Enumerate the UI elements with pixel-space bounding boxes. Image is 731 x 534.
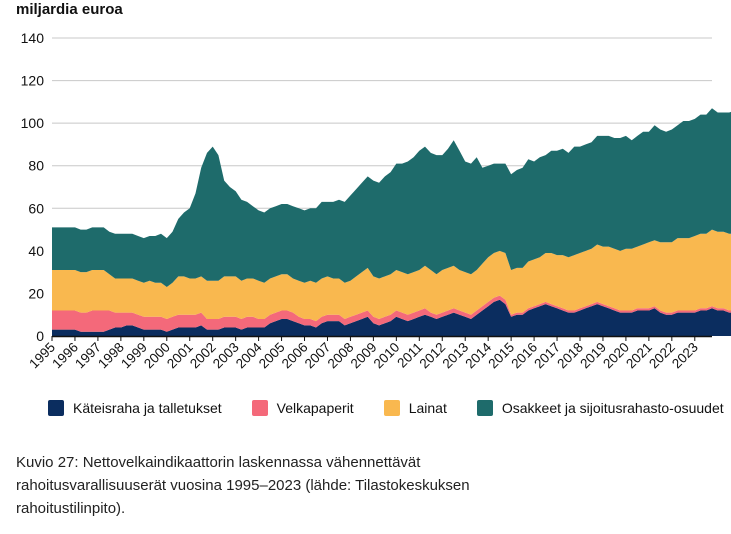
- legend-item-4: Osakkeet ja sijoitusrahasto-osuudet: [476, 400, 724, 416]
- legend-item-2: Velkapaperit: [251, 400, 354, 416]
- y-tick-label-80: 80: [28, 158, 44, 174]
- legend-item-1: Käteisraha ja talletukset: [48, 400, 222, 416]
- area-series-3: [52, 229, 731, 322]
- legend-swatch-2: [251, 400, 268, 416]
- legend-swatch-3: [383, 400, 400, 416]
- legend-label-4: Osakkeet ja sijoitusrahasto-osuudet: [501, 400, 724, 416]
- y-tick-label-60: 60: [28, 200, 44, 216]
- legend: Käteisraha ja talletukset Velkapaperit Lai…: [48, 400, 724, 416]
- caption-line-3: rahoitustilinpito).: [16, 500, 126, 517]
- y-tick-label-20: 20: [28, 285, 44, 301]
- y-tick-label-140: 140: [21, 30, 45, 46]
- legend-label-1: Käteisraha ja talletukset: [73, 400, 222, 416]
- y-tick-label-40: 40: [28, 243, 44, 259]
- x-tick-label-2023: 2023: [669, 340, 701, 372]
- stacked-area-chart: 0204060801001201401995199619971998199920…: [21, 30, 731, 372]
- figure-caption: Kuvio 27: Nettovelkaindikaattorin lasken…: [16, 451, 576, 520]
- caption-line-2: rahoitusvarallisuuserät vuosina 1995–202…: [16, 477, 470, 494]
- legend-swatch-4: [476, 400, 493, 416]
- area-series-4: [52, 108, 731, 287]
- legend-item-3: Lainat: [383, 400, 447, 416]
- caption-line-1: Kuvio 27: Nettovelkaindikaattorin lasken…: [16, 454, 421, 471]
- y-tick-label-100: 100: [21, 115, 45, 131]
- legend-label-3: Lainat: [408, 400, 447, 416]
- area-series-1: [52, 299, 731, 336]
- y-axis-label: miljardia euroa: [16, 1, 123, 18]
- y-tick-label-120: 120: [21, 73, 45, 89]
- y-tick-label-0: 0: [36, 328, 44, 344]
- legend-swatch-1: [48, 400, 64, 416]
- area-series-2: [52, 295, 731, 332]
- legend-label-2: Velkapaperit: [276, 400, 354, 416]
